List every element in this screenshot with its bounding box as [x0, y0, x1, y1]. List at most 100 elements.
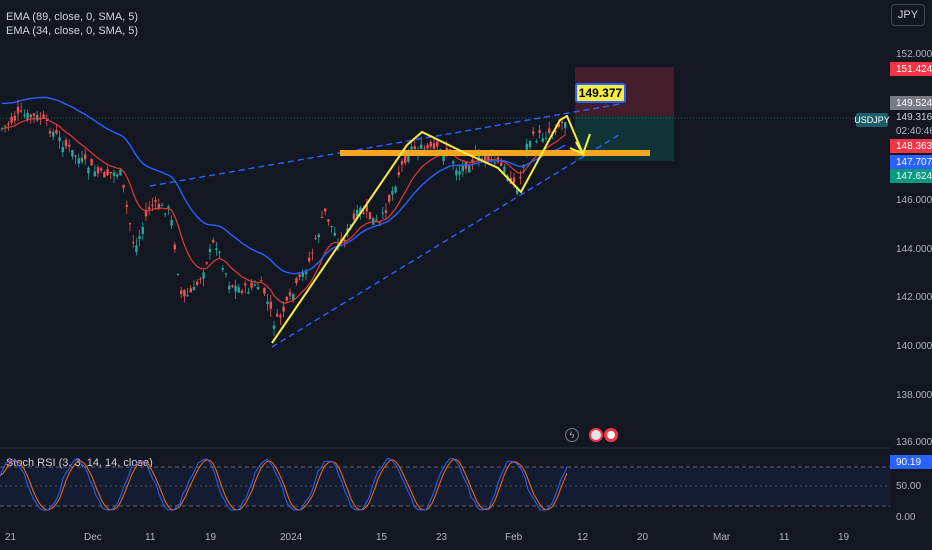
candle-body — [20, 110, 23, 112]
x-label: 11 — [145, 532, 156, 543]
upper-channel-line[interactable] — [149, 103, 621, 187]
ema-89-line — [1, 96, 566, 275]
ema-34-legend[interactable]: EMA (34, close, 0, SMA, 5) — [6, 25, 139, 37]
candle-body — [4, 125, 7, 127]
currency-button[interactable]: JPY — [891, 4, 925, 26]
candle-body — [103, 172, 106, 178]
candle-body — [122, 184, 125, 188]
candle-body — [52, 131, 55, 137]
stoch-label-0: 0.00 — [896, 512, 916, 523]
candle-body — [170, 220, 173, 226]
x-label: 23 — [436, 532, 448, 543]
ema-89-legend[interactable]: EMA (89, close, 0, SMA, 5) — [6, 11, 139, 23]
candle-body — [455, 170, 458, 176]
candle-body — [288, 292, 292, 296]
candle-body — [234, 285, 237, 292]
y-label-152: 152.000 — [896, 49, 932, 60]
price-callout[interactable]: 149.377 — [575, 83, 626, 103]
stop-loss-price-tag: 151.424 — [890, 62, 932, 76]
stoch-rsi-legend[interactable]: Stoch RSI (3, 3, 14, 14, close) — [6, 457, 153, 469]
candle-body — [151, 204, 154, 206]
candle-body — [301, 272, 304, 277]
candle-body — [260, 280, 263, 282]
candle-body — [266, 301, 269, 304]
countdown-tag: 02:40:46 — [890, 124, 932, 138]
lightning-icon[interactable]: ϟ — [565, 428, 579, 442]
lower-channel-line[interactable] — [271, 132, 623, 348]
candle-body — [173, 244, 176, 250]
candle-body — [381, 212, 384, 214]
candle-body — [250, 282, 253, 288]
symbol-tag: USDJPY — [854, 113, 890, 127]
candle-body — [560, 121, 564, 123]
candle-body — [7, 123, 10, 125]
candle-body — [202, 272, 205, 279]
stoch-rsi-pane[interactable] — [0, 450, 890, 530]
candle-body — [77, 158, 80, 164]
candle-body — [375, 219, 378, 221]
candle-body — [45, 119, 48, 121]
candle-body — [164, 213, 167, 215]
candle-body — [426, 144, 429, 149]
zigzag-pattern[interactable] — [271, 114, 591, 344]
candle-body — [548, 128, 551, 133]
candle-body — [564, 122, 567, 129]
candle-body — [368, 212, 372, 220]
candle-body — [58, 137, 61, 141]
candle-body — [256, 287, 260, 290]
candle-body — [458, 171, 461, 175]
candle-body — [128, 223, 132, 225]
candle-body — [244, 283, 247, 286]
candle-body — [452, 161, 455, 164]
price-chart[interactable] — [0, 0, 890, 450]
candle-body — [176, 273, 180, 275]
candle-body — [519, 176, 522, 179]
support-zone[interactable] — [340, 150, 650, 156]
candle-body — [429, 141, 432, 147]
candle-body — [205, 262, 208, 264]
candle-body — [154, 200, 157, 202]
candle-body — [298, 274, 301, 277]
jp-flag-icon[interactable] — [604, 428, 618, 442]
candle-body — [119, 169, 122, 176]
take-profit-price-tag: 147.624 — [890, 169, 932, 183]
candle-body — [0, 128, 4, 130]
candle-body — [461, 166, 464, 172]
candle-body — [263, 287, 266, 294]
current-price-tag: 149.316 — [890, 110, 932, 124]
candle-body — [16, 106, 20, 114]
candle-body — [477, 155, 480, 161]
candle-body — [186, 295, 189, 297]
candle-body — [64, 139, 68, 147]
candle-body — [480, 158, 484, 160]
candle-body — [400, 160, 404, 165]
ema-34-price-tag: 148.363 — [890, 139, 932, 153]
candle-body — [55, 129, 58, 134]
candle-body — [148, 207, 151, 209]
candle-body — [26, 112, 29, 120]
candle-body — [68, 144, 71, 147]
candle-body — [493, 162, 496, 164]
x-label: 20 — [637, 532, 649, 543]
candle-body — [384, 210, 388, 213]
projection-arrowhead — [569, 141, 586, 157]
x-label: 2024 — [280, 532, 303, 543]
candle-body — [352, 213, 356, 220]
stoch-value-tag: 90.19 — [890, 455, 932, 469]
candle-body — [144, 210, 148, 217]
candle-body — [87, 167, 90, 174]
candle-body — [84, 154, 87, 160]
candle-body — [324, 208, 327, 212]
candle-body — [180, 290, 183, 294]
candle-body — [237, 287, 240, 293]
candlesticks — [0, 99, 567, 337]
us-flag-icon[interactable] — [589, 428, 603, 442]
candle-body — [74, 155, 77, 157]
candle-body — [42, 114, 45, 119]
x-label: 12 — [577, 532, 589, 543]
candle-body — [100, 168, 103, 171]
candle-body — [317, 234, 320, 238]
candle-body — [512, 177, 516, 184]
candle-body — [410, 146, 413, 150]
